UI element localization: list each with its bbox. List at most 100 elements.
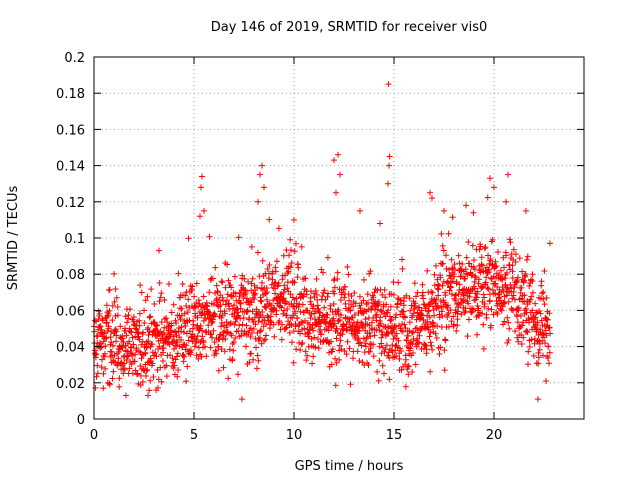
data-point (386, 162, 392, 169)
data-point (126, 325, 133, 332)
data-point (364, 291, 371, 298)
x-tick-label: 15 (386, 428, 403, 443)
data-point (284, 270, 291, 277)
data-point (336, 342, 343, 349)
data-point (539, 330, 546, 337)
data-point (491, 184, 497, 191)
data-point (347, 381, 354, 388)
data-point (334, 269, 341, 276)
x-tick-label: 10 (286, 428, 303, 443)
data-point (139, 378, 146, 385)
data-point (145, 340, 152, 347)
data-point (517, 312, 524, 319)
data-point (121, 360, 128, 367)
data-point (505, 319, 512, 326)
data-point (144, 366, 151, 373)
data-point (103, 319, 110, 326)
data-point (150, 374, 157, 381)
data-point (402, 383, 409, 390)
data-point (512, 258, 519, 265)
data-point (346, 345, 353, 352)
data-point (220, 364, 227, 371)
data-point (386, 153, 393, 160)
data-point (284, 279, 291, 286)
data-point (94, 370, 101, 377)
data-point (533, 360, 540, 367)
data-point (544, 316, 551, 323)
data-point (427, 368, 434, 375)
data-point (255, 357, 262, 364)
data-point (219, 294, 226, 301)
data-point (285, 318, 292, 325)
data-point (313, 275, 320, 282)
data-point (547, 330, 554, 337)
data-point (330, 322, 337, 329)
data-point (280, 310, 287, 317)
data-point (434, 276, 441, 283)
data-point (333, 189, 339, 196)
data-point (236, 322, 243, 329)
data-point (518, 340, 525, 347)
data-point (515, 338, 522, 345)
data-point (488, 306, 495, 313)
data-point (343, 351, 350, 358)
data-point (137, 282, 144, 289)
data-point (478, 261, 485, 268)
data-point (255, 198, 261, 205)
data-point (342, 283, 349, 290)
data-point (520, 334, 527, 341)
data-point (310, 353, 317, 360)
data-point (282, 299, 289, 306)
data-point (183, 342, 190, 349)
data-point (197, 213, 203, 220)
data-point (259, 279, 266, 286)
data-point (365, 299, 372, 306)
data-point (202, 314, 209, 321)
data-point (313, 291, 320, 298)
data-point (413, 293, 420, 300)
data-point (457, 273, 464, 280)
data-point (109, 302, 116, 309)
data-point (128, 344, 135, 351)
data-point (505, 336, 512, 343)
data-point (438, 230, 445, 237)
data-point (281, 307, 288, 314)
data-point (197, 322, 204, 329)
data-point (196, 300, 203, 307)
data-point (503, 269, 510, 276)
data-point (458, 311, 465, 318)
data-point (348, 292, 355, 299)
data-point (178, 324, 185, 331)
data-point (385, 307, 392, 314)
data-point (451, 266, 458, 273)
data-point (225, 277, 232, 284)
data-point (427, 300, 434, 307)
data-point (492, 264, 499, 271)
data-point (250, 356, 257, 363)
data-point (101, 329, 108, 336)
data-point (475, 305, 482, 312)
data-point (106, 380, 113, 387)
data-point (138, 289, 145, 296)
data-point (536, 346, 543, 353)
data-point (173, 342, 180, 349)
data-point (492, 280, 499, 287)
data-point (190, 321, 197, 328)
data-point (390, 291, 397, 298)
data-point (209, 275, 216, 282)
data-point (524, 329, 531, 336)
data-point (98, 364, 105, 371)
data-point (253, 365, 260, 372)
data-point (387, 325, 394, 332)
data-point (132, 351, 139, 358)
data-point (218, 323, 225, 330)
data-point (328, 338, 335, 345)
data-point (207, 344, 214, 351)
y-axis-title: SRMTID / TECUs (6, 186, 21, 291)
data-point (358, 342, 365, 349)
data-point (521, 298, 528, 305)
data-point (519, 322, 526, 329)
data-point (489, 236, 496, 243)
data-point (302, 348, 309, 355)
data-point (116, 383, 123, 390)
